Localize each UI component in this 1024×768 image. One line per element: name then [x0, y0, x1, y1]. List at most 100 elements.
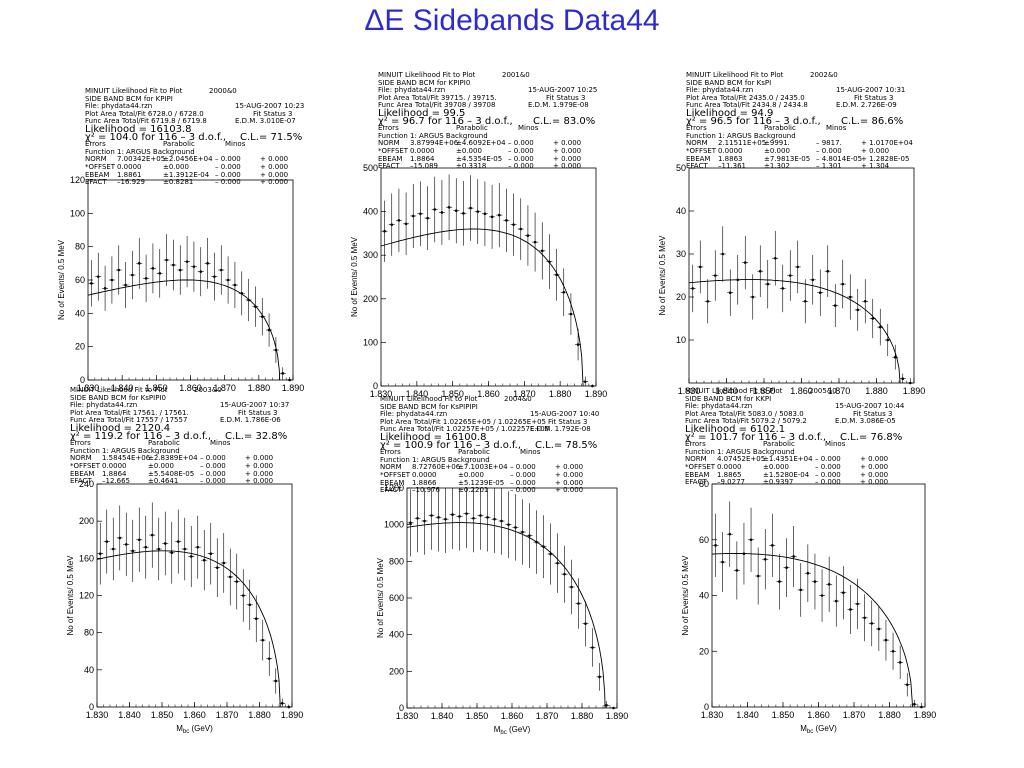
- point-marker: [728, 291, 732, 295]
- file-label: File: phydata44.rzn: [685, 402, 753, 411]
- param-minos-minus: – 0.000: [200, 454, 226, 463]
- y-tick-label: 60: [75, 275, 85, 285]
- point-marker: [842, 591, 845, 595]
- point-marker: [209, 552, 213, 555]
- point-marker: [124, 283, 127, 287]
- param-value: –16.929: [117, 178, 145, 187]
- point-marker: [96, 275, 100, 278]
- x-axis-label-unit: (GeV): [189, 724, 213, 733]
- fit-status: Fit Status 3: [238, 408, 278, 417]
- header-row: Function 1: ARGUS Background: [685, 448, 985, 457]
- data-point: [489, 184, 496, 249]
- likelihood: Likelihood = 2120.4: [70, 422, 171, 434]
- data-point: [279, 367, 286, 380]
- data-point: [892, 344, 899, 370]
- header-row: Errors Parabolic Minos: [380, 449, 680, 457]
- param-minos-minus: – 0.000: [200, 461, 226, 470]
- plot-area: Plot Area Total/Fit 1.02265E+05 / 1.0226…: [380, 417, 546, 426]
- param-value: 1.58454E+06: [102, 454, 151, 463]
- header-row: Likelihood = 6102.1: [685, 425, 985, 434]
- x-axis-label: Mbc (GeV): [800, 724, 837, 735]
- data-point: [755, 547, 762, 605]
- point-marker: [215, 566, 219, 569]
- func-area: Func Area Total/Fit 1.02257E+05 / 1.0225…: [380, 425, 550, 434]
- col-minos: Minos: [520, 448, 541, 457]
- col-errors: Errors: [685, 440, 706, 449]
- data-point: [861, 594, 868, 642]
- point-marker: [219, 268, 223, 272]
- data-point: [227, 548, 234, 606]
- param-name: EFACT: [378, 162, 400, 171]
- fit-curve: [380, 228, 584, 387]
- x-tick-label: 1.890: [914, 710, 937, 720]
- point-marker: [472, 516, 475, 520]
- data-point: [453, 178, 460, 244]
- param-value: 7.00342E+05: [117, 155, 166, 164]
- point-marker: [437, 516, 440, 519]
- param-value: 0.0000: [102, 461, 127, 470]
- point-marker: [591, 646, 594, 649]
- point-marker: [397, 219, 401, 222]
- point-marker: [170, 551, 174, 555]
- data-point: [875, 606, 882, 651]
- point-marker: [785, 566, 788, 569]
- header-row: χ² = 100.9 for 116 – 3 d.o.f., C.L.= 78.5…: [380, 439, 680, 451]
- data-point: [103, 509, 110, 574]
- data-point: [505, 491, 512, 559]
- param-value: 0.0000: [717, 462, 742, 471]
- edm-label: E.D.M. 3.086E-05: [835, 417, 896, 426]
- point-marker: [856, 602, 859, 606]
- data-point: [854, 578, 861, 630]
- param-minos-minus: – 0.000: [815, 455, 841, 464]
- header-row: EBEAM 1.8861 ±1.3912E-04 – 0.000 + 0.000: [85, 170, 385, 180]
- point-marker: [743, 261, 747, 264]
- data-point: [769, 513, 776, 577]
- point-marker: [469, 206, 472, 210]
- data-point: [532, 212, 539, 272]
- param-name: EBEAM: [85, 170, 110, 179]
- y-tick-label: 100: [363, 337, 378, 347]
- header-row: EFACT –16.929 ±0.8281 – 0.000 + 0.000: [85, 179, 385, 187]
- plot-frame: [688, 167, 915, 384]
- data-point: [211, 252, 218, 301]
- plot-id: 2002&0: [810, 71, 838, 79]
- param-error: ±7.9813E-05: [764, 154, 811, 163]
- param-name: EFACT: [85, 178, 107, 187]
- point-marker: [497, 213, 501, 217]
- point-marker: [820, 594, 824, 597]
- data-point: [727, 269, 734, 316]
- x-axis-label-sub: bc: [500, 730, 506, 736]
- y-axis-label: No of Events/ 0.5 MeV: [681, 555, 690, 636]
- param-error: ±2.8389E+04: [148, 454, 198, 463]
- point-marker: [247, 298, 250, 302]
- plot-id: 2003&0: [194, 386, 222, 394]
- point-marker: [827, 583, 831, 586]
- header-row: *OFFSET 0.0000 ±0.000 – 0.000 + 0.000: [85, 163, 385, 172]
- chi2-label: χ² = 101.7 for 116 – 3 d.o.f.,: [685, 431, 827, 443]
- x-axis-label-main: M: [494, 725, 501, 734]
- header-row: Errors Parabolic Minos: [378, 125, 678, 133]
- point-marker: [920, 705, 923, 709]
- param-name: NORM: [70, 454, 92, 463]
- y-tick-label: 40: [84, 665, 94, 675]
- param-name: EFACT: [70, 477, 92, 486]
- point-marker: [721, 560, 724, 564]
- data-point: [854, 289, 861, 331]
- plot-id: 2005&0: [809, 387, 837, 395]
- data-point: [847, 584, 854, 635]
- point-marker: [583, 380, 587, 383]
- param-error: ±9991.: [764, 139, 790, 148]
- data-point: [88, 260, 95, 307]
- param-minos-plus: + 0.000: [555, 486, 584, 495]
- param-error: ±7.1003E+04: [458, 463, 508, 472]
- data-point: [877, 308, 884, 346]
- file-label: File: phydata44.rzn: [686, 86, 754, 95]
- data-point: [794, 240, 801, 294]
- chi2-label: χ² = 100.9 for 116 – 3 d.o.f.,: [380, 439, 522, 451]
- point-marker: [803, 300, 807, 303]
- data-point: [512, 494, 519, 561]
- point-marker: [773, 257, 777, 260]
- point-marker: [490, 215, 494, 219]
- header-row: Likelihood = 16103.8: [85, 125, 385, 134]
- point-marker: [165, 258, 168, 262]
